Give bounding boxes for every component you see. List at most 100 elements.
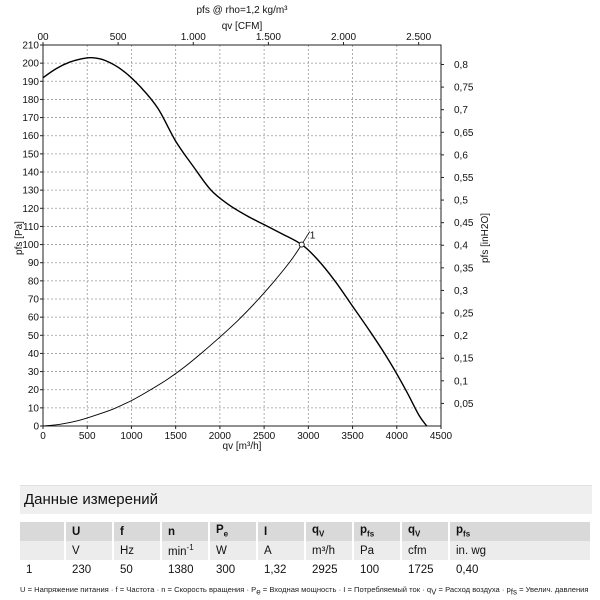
header-cell xyxy=(20,522,66,541)
y-tick-label: 10 xyxy=(28,403,40,414)
y-tick-label: 110 xyxy=(23,222,39,233)
y-tick-label: 200 xyxy=(22,59,39,70)
x-axis-label: qv [m³/h] xyxy=(223,441,262,452)
value-cell: 1380 xyxy=(161,560,210,579)
y-tick-label: 60 xyxy=(28,313,40,324)
top-axis-label: qv [CFM] xyxy=(222,21,263,32)
x-tick-label: 1500 xyxy=(165,431,188,442)
chart-series xyxy=(42,56,428,427)
right-tick-label: 0,55 xyxy=(454,173,474,184)
y-tick-label: 100 xyxy=(22,240,39,251)
x-tick-label: 3000 xyxy=(297,431,320,442)
unit-cell: Hz xyxy=(113,541,162,560)
right-tick-label: 0,2 xyxy=(454,331,468,342)
measurement-table: U f n Pe I qV pfs qV pfs V Hz min-1 W A … xyxy=(20,522,592,579)
value-cell: 50 xyxy=(113,560,162,579)
x-tick-label: 2500 xyxy=(253,431,276,442)
right-tick-label: 0,8 xyxy=(454,60,468,71)
y-tick-label: 0 xyxy=(33,422,39,433)
top-tick-label: 2.500 xyxy=(406,32,431,43)
y-tick-label: 20 xyxy=(28,385,40,396)
table-header-row: U f n Pe I qV pfs qV pfs xyxy=(20,522,592,541)
measurement-section-header: Данные измерений xyxy=(20,485,592,514)
plot-frame xyxy=(42,44,442,427)
x-tick-label: 3500 xyxy=(341,431,364,442)
value-cell: 2925 xyxy=(305,560,354,579)
unit-cell: m³/h xyxy=(305,541,354,560)
header-cell: Pe xyxy=(209,522,258,541)
header-cell: pfs xyxy=(449,522,592,541)
right-tick-label: 0,75 xyxy=(454,83,474,94)
right-tick-label: 0,05 xyxy=(454,399,474,410)
y-tick-label: 30 xyxy=(28,367,40,378)
operating-point-marker xyxy=(298,241,305,248)
y-tick-label: 190 xyxy=(22,77,39,88)
header-cell: qV xyxy=(305,522,354,541)
table-units-row: V Hz min-1 W A m³/h Pa cfm in. wg xyxy=(20,541,592,560)
top-tick-label: 00 xyxy=(37,32,49,43)
x-tick-label: 500 xyxy=(79,431,96,442)
fan-pressure-curve xyxy=(42,56,428,427)
top-tick-label: 500 xyxy=(110,32,127,43)
unit-cell: V xyxy=(65,541,114,560)
header-cell: n xyxy=(161,522,210,541)
x-tick-label: 4000 xyxy=(386,431,409,442)
y-tick-label: 140 xyxy=(22,168,39,179)
y-tick-label: 160 xyxy=(22,131,39,142)
header-cell: qV xyxy=(401,522,450,541)
value-cell: 1 xyxy=(20,560,66,579)
value-cell: 1725 xyxy=(401,560,450,579)
y-tick-label: 120 xyxy=(22,204,39,215)
header-cell: U xyxy=(65,522,114,541)
right-tick-label: 0,7 xyxy=(454,105,468,116)
x-tick-label: 4500 xyxy=(430,431,453,442)
operating-point-group: 1 xyxy=(298,231,316,248)
value-cell: 1,32 xyxy=(257,560,306,579)
chart-title: pfs @ rho=1,2 kg/m³ xyxy=(196,5,288,16)
unit-cell: min-1 xyxy=(161,541,210,560)
right-tick-label: 0,35 xyxy=(454,263,474,274)
table-row: 1 230 50 1380 300 1,32 2925 100 1725 0,4… xyxy=(20,560,592,579)
symbol-legend: U = Напряжение питания · f = Частота · n… xyxy=(20,585,589,597)
y-tick-label: 180 xyxy=(22,95,39,106)
right-tick-label: 0,45 xyxy=(454,218,474,229)
right-tick-label: 0,6 xyxy=(454,150,468,161)
right-tick-label: 0,5 xyxy=(454,196,468,207)
section-title: Данные измерений xyxy=(24,491,158,508)
header-cell: I xyxy=(257,522,306,541)
x-tick-label: 1000 xyxy=(120,431,143,442)
y-tick-label: 40 xyxy=(28,349,40,360)
right-tick-label: 0,1 xyxy=(454,376,468,387)
right-tick-label: 0,65 xyxy=(454,128,474,139)
chart-grid xyxy=(42,44,442,427)
y-tick-label: 130 xyxy=(22,186,39,197)
x-tick-label: 2000 xyxy=(209,431,232,442)
unit-cell xyxy=(20,541,66,560)
top-tick-label: 2.000 xyxy=(331,32,356,43)
header-cell: f xyxy=(113,522,162,541)
value-cell: 300 xyxy=(209,560,258,579)
y-axis-label: pfs [Pa] xyxy=(14,221,25,255)
unit-cell: in. wg xyxy=(449,541,592,560)
unit-cell: A xyxy=(257,541,306,560)
system-resistance-curve xyxy=(42,244,303,427)
right-axis-label: pfs [inH2O] xyxy=(480,213,491,263)
right-tick-label: 0,15 xyxy=(454,354,474,365)
unit-cell: W xyxy=(209,541,258,560)
y-tick-label: 70 xyxy=(28,295,40,306)
right-tick-label: 0,4 xyxy=(454,241,468,252)
value-cell: 0,40 xyxy=(449,560,592,579)
y-tick-label: 150 xyxy=(22,149,39,160)
y-tick-label: 170 xyxy=(22,113,39,124)
right-tick-label: 0,3 xyxy=(454,286,468,297)
top-tick-label: 1.500 xyxy=(256,32,281,43)
y-tick-label: 50 xyxy=(28,331,40,342)
y-tick-label: 210 xyxy=(22,41,39,52)
top-tick-label: 1.000 xyxy=(181,32,206,43)
header-cell: pfs xyxy=(353,522,402,541)
y-tick-label: 80 xyxy=(28,276,40,287)
operating-point-label: 1 xyxy=(310,231,316,242)
right-tick-label: 0,25 xyxy=(454,309,474,320)
value-cell: 100 xyxy=(353,560,402,579)
fan-curve-chart: 0102030405060708090100110120130140150160… xyxy=(14,5,491,452)
